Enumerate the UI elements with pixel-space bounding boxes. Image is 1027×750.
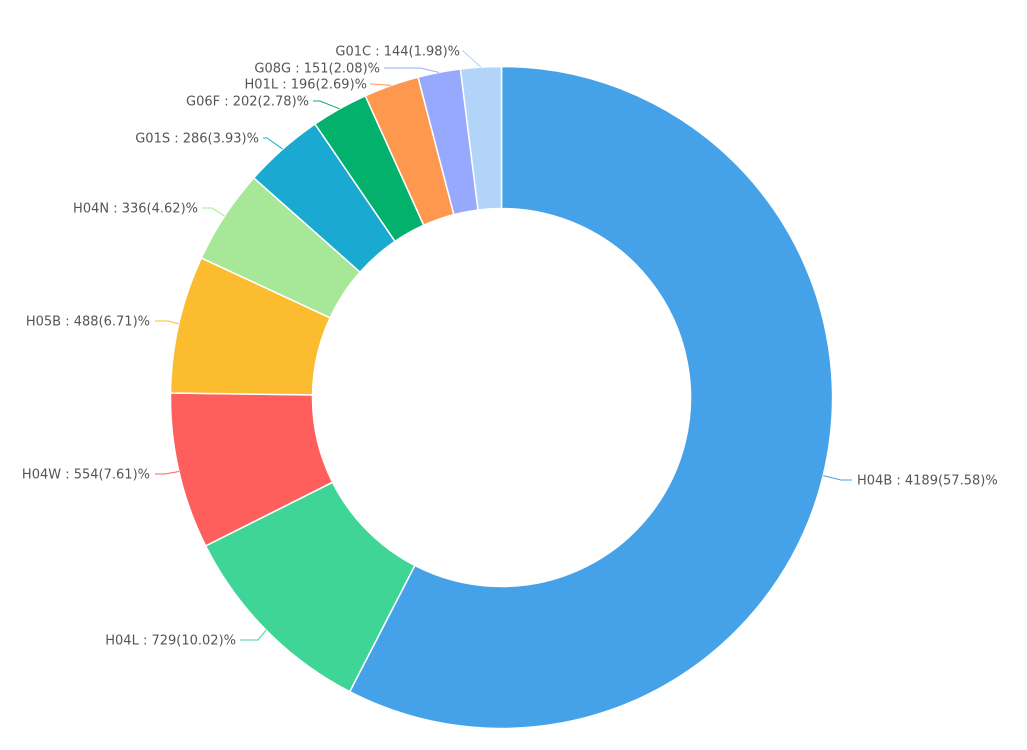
leader-line-h01l — [370, 83, 392, 86]
leader-line-g08g — [384, 67, 440, 73]
leader-line-g06f — [313, 100, 340, 110]
slices-layer — [169, 65, 834, 730]
slice-g01c[interactable] — [459, 65, 503, 211]
slice-label-g01s: G01S : 286(3.93)% — [135, 132, 259, 147]
slice-label-h04l: H04L : 729(10.02)% — [105, 634, 236, 649]
slice-label-g08g: G08G : 151(2.08)% — [254, 62, 380, 77]
labels-layer: H04B : 4189(57.58)% H04L : 729(10.02)% H04… — [22, 45, 998, 649]
leader-line-h04n — [202, 207, 225, 217]
slice-label-h05b: H05B : 488(6.71)% — [26, 315, 150, 330]
leader-line-h05b — [155, 320, 179, 325]
slice-h04b[interactable] — [348, 65, 834, 730]
leader-line-h04w — [155, 471, 179, 475]
leader-line-h04l — [240, 629, 267, 641]
slice-label-g01c: G01C : 144(1.98)% — [335, 45, 460, 60]
leader-line-g01c — [461, 50, 482, 68]
slice-label-h04n: H04N : 336(4.62)% — [73, 202, 198, 217]
slice-label-h01l: H01L : 196(2.69)% — [245, 78, 367, 93]
leader-line-h04b — [823, 475, 852, 481]
slice-label-g06f: G06F : 202(2.78)% — [186, 95, 309, 110]
slice-label-h04w: H04W : 554(7.61)% — [22, 468, 150, 483]
slice-label-h04b: H04B : 4189(57.58)% — [857, 474, 998, 489]
leader-line-g01s — [263, 137, 284, 150]
